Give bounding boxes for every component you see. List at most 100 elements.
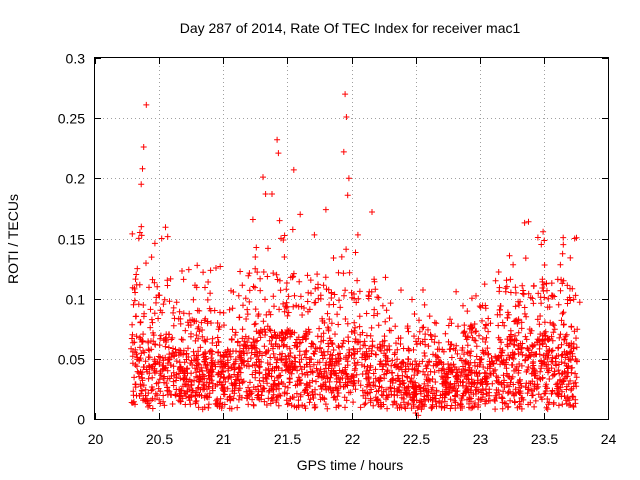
data-point bbox=[133, 271, 140, 278]
data-point bbox=[335, 321, 342, 328]
data-point bbox=[343, 114, 350, 120]
data-point bbox=[128, 335, 135, 342]
data-point bbox=[337, 304, 344, 311]
data-point bbox=[162, 336, 169, 342]
data-point bbox=[473, 390, 479, 397]
data-point bbox=[288, 331, 295, 338]
data-point bbox=[469, 295, 475, 302]
data-point bbox=[198, 392, 205, 399]
data-point bbox=[256, 370, 263, 377]
data-point bbox=[343, 354, 349, 361]
data-point bbox=[193, 318, 200, 325]
data-point bbox=[260, 269, 267, 275]
data-point bbox=[250, 283, 257, 290]
data-point bbox=[367, 395, 374, 402]
data-point bbox=[405, 384, 412, 391]
data-point bbox=[291, 354, 298, 361]
data-point bbox=[515, 346, 522, 353]
data-point bbox=[370, 402, 377, 409]
data-point bbox=[275, 402, 282, 409]
data-point bbox=[518, 344, 525, 351]
data-point bbox=[237, 268, 244, 275]
data-point bbox=[295, 397, 302, 404]
data-point bbox=[476, 370, 483, 377]
data-point bbox=[288, 402, 295, 409]
data-point bbox=[270, 391, 277, 398]
data-point bbox=[226, 351, 233, 357]
data-point bbox=[303, 347, 310, 354]
data-point bbox=[226, 306, 233, 313]
data-point bbox=[568, 387, 574, 394]
data-point bbox=[269, 386, 276, 393]
data-point bbox=[429, 396, 436, 403]
data-point bbox=[384, 346, 391, 353]
data-point bbox=[271, 367, 278, 374]
data-point bbox=[405, 345, 412, 352]
data-point bbox=[443, 391, 449, 398]
data-point bbox=[159, 354, 166, 361]
data-point bbox=[430, 351, 436, 358]
data-point bbox=[181, 370, 188, 377]
data-point bbox=[539, 374, 546, 381]
data-point bbox=[274, 343, 281, 350]
data-point bbox=[500, 388, 507, 395]
data-point bbox=[527, 399, 534, 406]
data-point bbox=[248, 349, 255, 356]
data-point bbox=[247, 379, 253, 386]
data-point bbox=[165, 356, 171, 363]
data-point bbox=[382, 352, 389, 359]
data-point bbox=[199, 327, 206, 333]
data-point bbox=[509, 354, 516, 361]
data-point bbox=[313, 378, 319, 385]
data-point bbox=[359, 371, 366, 377]
data-point bbox=[250, 401, 257, 408]
data-point bbox=[451, 364, 458, 371]
data-point bbox=[420, 368, 427, 375]
data-point bbox=[232, 329, 239, 336]
data-point bbox=[281, 232, 288, 239]
data-point bbox=[416, 328, 423, 335]
data-point bbox=[421, 350, 428, 356]
data-point bbox=[378, 347, 384, 354]
data-point bbox=[274, 276, 281, 283]
data-point bbox=[322, 401, 329, 408]
data-point bbox=[315, 281, 321, 288]
data-point bbox=[186, 376, 193, 383]
data-point bbox=[356, 288, 363, 295]
data-point bbox=[244, 339, 251, 346]
data-point bbox=[398, 287, 404, 294]
data-point bbox=[509, 373, 516, 380]
data-point bbox=[414, 367, 421, 374]
data-point bbox=[488, 355, 495, 361]
data-point bbox=[316, 359, 323, 366]
data-point bbox=[357, 345, 364, 352]
data-point bbox=[158, 235, 165, 242]
data-point bbox=[447, 316, 453, 323]
data-point bbox=[243, 316, 250, 322]
data-point bbox=[145, 354, 152, 361]
data-point bbox=[523, 336, 530, 343]
data-point bbox=[351, 319, 358, 326]
data-point bbox=[170, 378, 177, 385]
y-tick-label: 0.05 bbox=[58, 352, 85, 368]
data-point bbox=[486, 358, 493, 365]
data-point bbox=[257, 334, 264, 341]
data-point bbox=[263, 311, 270, 318]
data-point bbox=[559, 310, 566, 317]
data-point bbox=[396, 404, 403, 411]
data-point bbox=[164, 233, 171, 240]
data-point bbox=[413, 338, 419, 345]
data-point bbox=[460, 330, 467, 337]
data-point bbox=[138, 181, 145, 188]
data-point bbox=[372, 366, 379, 373]
data-point bbox=[305, 392, 312, 399]
data-point bbox=[260, 374, 267, 381]
data-point bbox=[478, 389, 485, 396]
data-point bbox=[162, 224, 169, 231]
data-point bbox=[358, 361, 365, 368]
data-point bbox=[148, 254, 155, 261]
data-point bbox=[241, 350, 248, 357]
data-point bbox=[234, 377, 241, 384]
data-point bbox=[340, 370, 347, 377]
data-point bbox=[510, 351, 517, 358]
